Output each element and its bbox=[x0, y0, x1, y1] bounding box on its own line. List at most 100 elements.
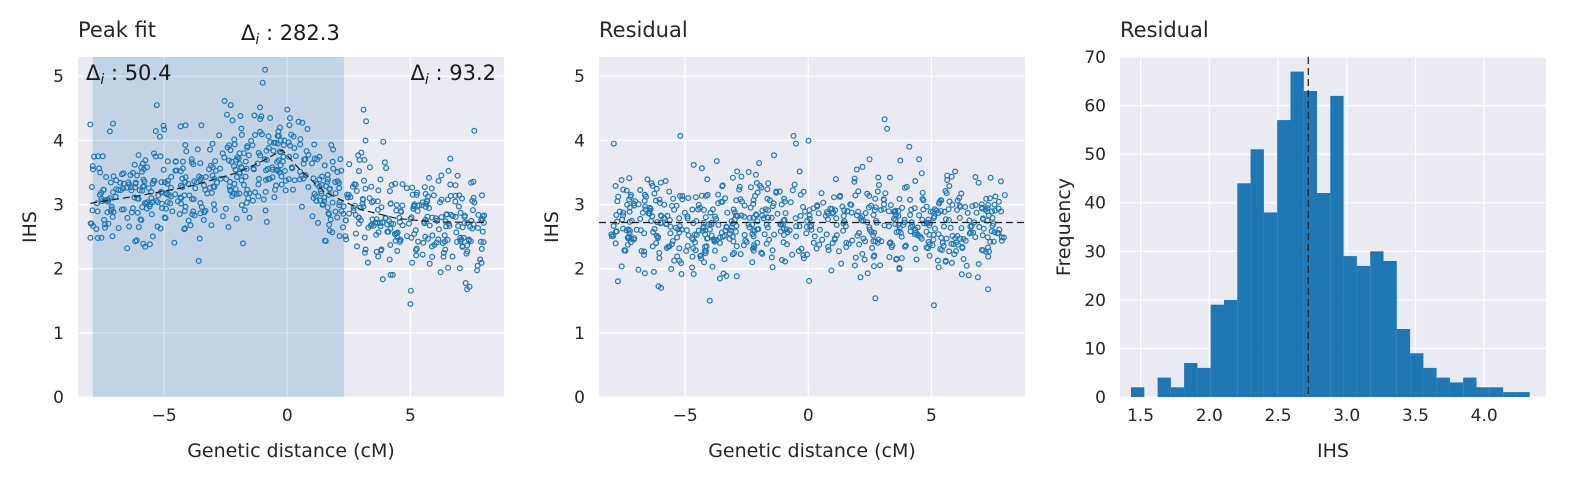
data-point bbox=[810, 239, 817, 246]
data-point bbox=[262, 188, 269, 195]
data-point bbox=[100, 186, 107, 193]
data-point bbox=[855, 230, 862, 237]
data-point bbox=[796, 168, 803, 175]
data-point bbox=[892, 211, 899, 218]
data-point bbox=[766, 197, 773, 204]
data-point bbox=[711, 247, 718, 254]
data-point bbox=[637, 227, 644, 234]
data-point bbox=[698, 192, 705, 199]
data-point bbox=[668, 265, 675, 272]
data-point bbox=[329, 229, 336, 236]
data-point bbox=[857, 274, 864, 281]
data-point bbox=[429, 214, 436, 221]
data-point bbox=[226, 178, 233, 185]
data-point bbox=[409, 184, 416, 191]
data-point bbox=[911, 205, 918, 212]
histogram-bar bbox=[1383, 261, 1397, 397]
data-point bbox=[466, 283, 473, 290]
data-point bbox=[689, 206, 696, 213]
data-point bbox=[983, 195, 990, 202]
data-point bbox=[781, 195, 788, 202]
data-point bbox=[160, 122, 167, 129]
data-point bbox=[833, 215, 840, 222]
data-point bbox=[221, 97, 228, 104]
data-point bbox=[479, 192, 486, 199]
data-point bbox=[110, 173, 117, 180]
data-point bbox=[759, 207, 766, 214]
data-point bbox=[929, 242, 936, 249]
data-point bbox=[217, 175, 224, 182]
data-point bbox=[991, 229, 998, 236]
data-point bbox=[930, 302, 937, 309]
data-point bbox=[679, 196, 686, 203]
data-point bbox=[404, 233, 411, 240]
data-point bbox=[240, 150, 247, 157]
data-point bbox=[901, 216, 908, 223]
data-point bbox=[447, 155, 454, 162]
data-point bbox=[378, 204, 385, 211]
data-point bbox=[425, 193, 432, 200]
data-point bbox=[878, 238, 885, 245]
data-point bbox=[278, 181, 285, 188]
histogram-bar bbox=[1210, 304, 1224, 397]
data-point bbox=[793, 233, 800, 240]
data-point bbox=[916, 156, 923, 163]
data-point bbox=[644, 176, 651, 183]
data-point bbox=[316, 176, 323, 183]
data-point bbox=[216, 132, 223, 139]
data-point bbox=[360, 196, 367, 203]
data-point bbox=[447, 181, 454, 188]
data-point bbox=[972, 174, 979, 181]
data-point bbox=[344, 194, 351, 201]
data-point bbox=[311, 141, 318, 148]
data-point bbox=[895, 228, 902, 235]
data-point bbox=[377, 176, 384, 183]
data-point bbox=[797, 212, 804, 219]
data-point bbox=[106, 195, 113, 202]
data-point bbox=[210, 201, 217, 208]
data-point bbox=[290, 186, 297, 193]
data-point bbox=[995, 198, 1002, 205]
data-point bbox=[935, 264, 942, 271]
data-point bbox=[164, 177, 171, 184]
data-point bbox=[477, 256, 484, 263]
data-point bbox=[991, 207, 998, 214]
data-point bbox=[852, 192, 859, 199]
data-point bbox=[88, 184, 95, 191]
data-point bbox=[313, 181, 320, 188]
data-point bbox=[430, 192, 437, 199]
data-point bbox=[171, 239, 178, 246]
data-point bbox=[985, 201, 992, 208]
data-point bbox=[442, 218, 449, 225]
data-point bbox=[470, 178, 477, 185]
data-point bbox=[741, 202, 748, 209]
data-point bbox=[859, 250, 866, 257]
data-point bbox=[866, 226, 873, 233]
data-point bbox=[177, 168, 184, 175]
data-point bbox=[972, 234, 979, 241]
data-point bbox=[134, 209, 141, 216]
data-point bbox=[984, 205, 991, 212]
data-point bbox=[938, 234, 945, 241]
data-point bbox=[751, 192, 758, 199]
data-point bbox=[393, 202, 400, 209]
data-point bbox=[707, 209, 714, 216]
data-point bbox=[361, 177, 368, 184]
data-point bbox=[135, 152, 142, 159]
data-point bbox=[956, 214, 963, 221]
data-point bbox=[426, 260, 433, 267]
x-tick-label: 0 bbox=[803, 406, 814, 426]
data-point bbox=[970, 229, 977, 236]
data-point bbox=[148, 211, 155, 218]
data-point bbox=[612, 240, 619, 247]
data-point bbox=[232, 166, 239, 173]
data-point bbox=[164, 158, 171, 165]
data-point bbox=[702, 214, 709, 221]
data-point bbox=[836, 193, 843, 200]
data-point bbox=[859, 163, 866, 170]
data-point bbox=[457, 234, 464, 241]
data-point bbox=[407, 301, 414, 308]
data-point bbox=[967, 223, 974, 230]
histogram-bar bbox=[1197, 367, 1211, 397]
data-point bbox=[832, 207, 839, 214]
